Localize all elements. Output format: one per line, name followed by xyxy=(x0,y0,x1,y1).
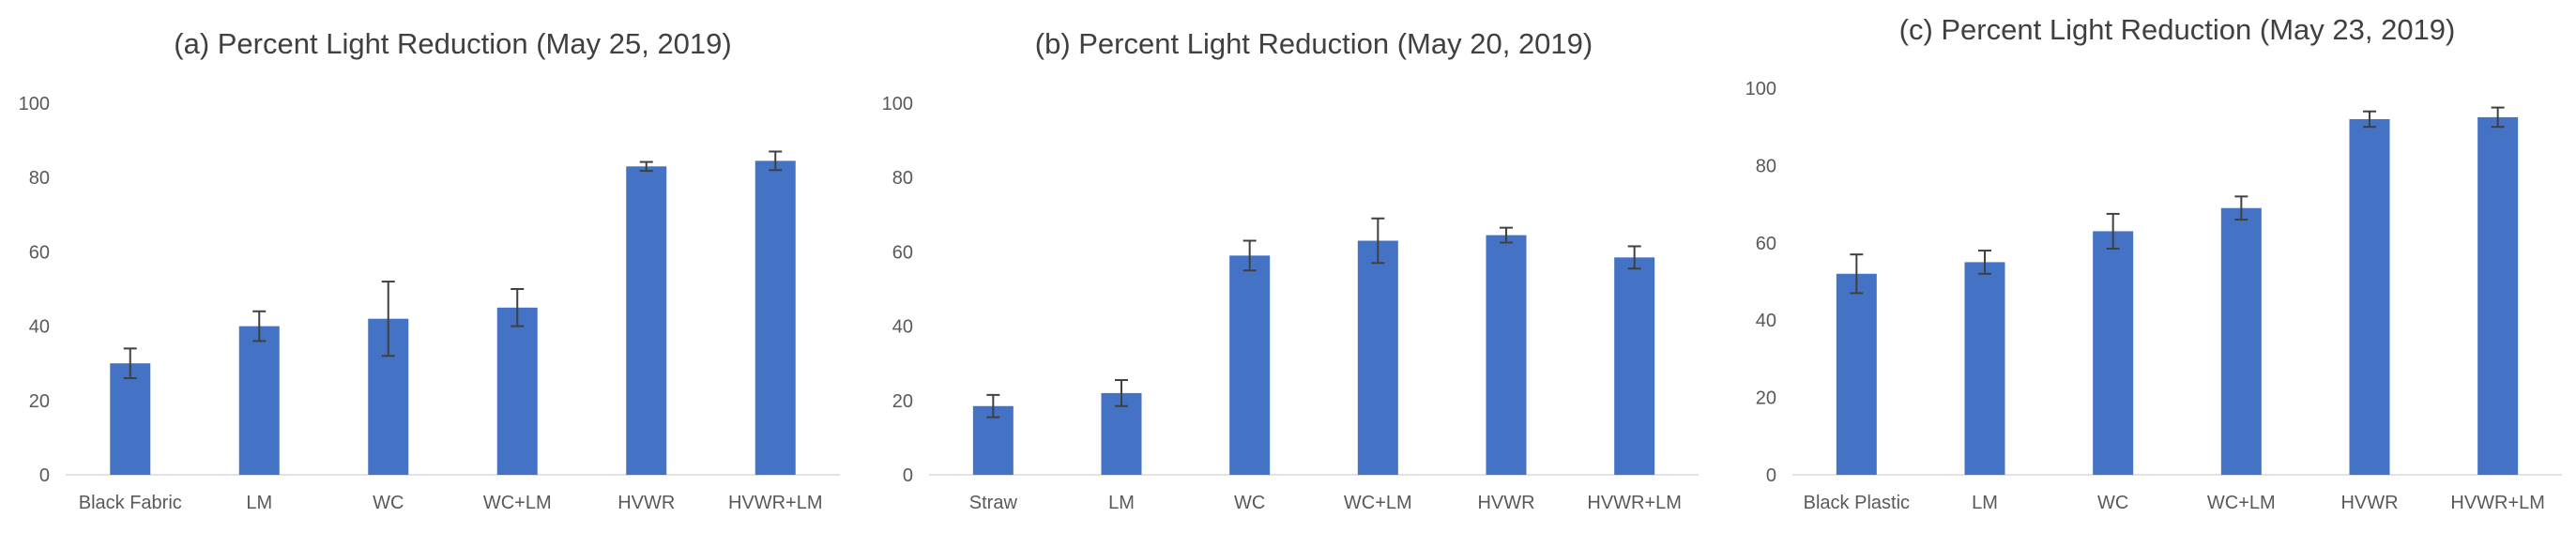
x-tick-label: HVWR+LM xyxy=(1587,493,1682,513)
bar xyxy=(1229,255,1271,475)
y-tick-label: 40 xyxy=(892,317,913,338)
x-tick-label: LM xyxy=(246,493,272,513)
x-tick-label: WC+LM xyxy=(2207,493,2276,513)
x-tick-label: HVWR xyxy=(2340,493,2398,513)
y-tick-label: 0 xyxy=(39,465,50,486)
x-tick-label: Straw xyxy=(969,493,1018,513)
chart-panel-2: (b) Percent Light Reduction (May 20, 201… xyxy=(882,27,1699,513)
bar xyxy=(1964,262,2005,475)
x-tick-label: WC+LM xyxy=(483,493,552,513)
x-tick-label: Black Plastic xyxy=(1804,493,1910,513)
y-tick-label: 100 xyxy=(882,94,913,114)
bar xyxy=(110,363,151,475)
y-tick-label: 20 xyxy=(29,391,50,412)
y-tick-label: 60 xyxy=(1756,234,1776,254)
bar xyxy=(2220,207,2262,475)
y-tick-label: 40 xyxy=(1756,311,1776,331)
x-tick-label: WC xyxy=(1234,493,1265,513)
x-tick-label: LM xyxy=(1108,493,1135,513)
chart-panel-1: (a) Percent Light Reduction (May 25, 201… xyxy=(19,27,840,513)
bar xyxy=(1614,257,1655,475)
bar xyxy=(2477,116,2519,476)
x-tick-label: HVWR xyxy=(1477,493,1534,513)
y-tick-label: 100 xyxy=(19,94,50,114)
bar xyxy=(2093,231,2134,475)
x-tick-label: LM xyxy=(1972,493,1998,513)
y-tick-label: 80 xyxy=(1756,156,1776,176)
y-tick-label: 60 xyxy=(29,242,50,263)
y-tick-label: 60 xyxy=(892,242,913,263)
y-tick-label: 20 xyxy=(1756,388,1776,409)
y-tick-label: 100 xyxy=(1745,79,1776,99)
y-tick-label: 0 xyxy=(903,465,913,486)
bar xyxy=(1357,240,1398,475)
bar xyxy=(626,166,667,475)
y-tick-label: 0 xyxy=(1766,465,1776,486)
chart-panel-3: (c) Percent Light Reduction (May 23, 201… xyxy=(1745,13,2562,513)
x-tick-label: HVWR+LM xyxy=(2450,493,2545,513)
x-tick-label: WC+LM xyxy=(1344,493,1412,513)
x-tick-label: WC xyxy=(2097,493,2128,513)
bar xyxy=(755,160,796,475)
x-tick-label: HVWR xyxy=(617,493,675,513)
bar xyxy=(1486,235,1527,475)
y-tick-label: 80 xyxy=(29,168,50,189)
chart-title: (b) Percent Light Reduction (May 20, 201… xyxy=(1035,27,1593,60)
chart-title: (a) Percent Light Reduction (May 25, 201… xyxy=(174,27,731,60)
bar xyxy=(2349,118,2390,476)
chart-title: (c) Percent Light Reduction (May 23, 201… xyxy=(1899,13,2456,46)
bar xyxy=(238,326,280,475)
y-tick-label: 40 xyxy=(29,317,50,338)
x-tick-label: HVWR+LM xyxy=(728,493,823,513)
y-tick-label: 80 xyxy=(892,168,913,189)
bar xyxy=(496,307,538,475)
x-tick-label: WC xyxy=(373,493,404,513)
bar xyxy=(1836,273,1877,475)
x-tick-label: Black Fabric xyxy=(79,493,182,513)
y-tick-label: 20 xyxy=(892,391,913,412)
